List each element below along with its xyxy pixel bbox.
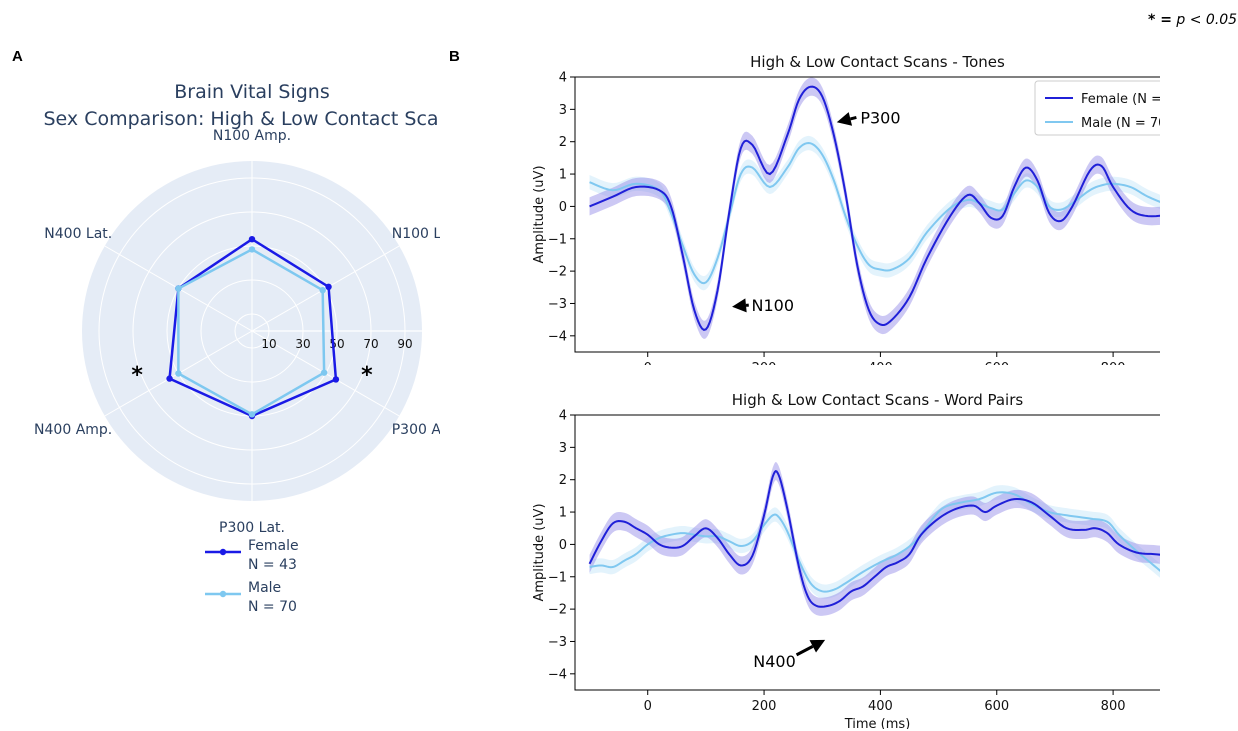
legend-label: Female (N = 43) <box>1081 92 1160 107</box>
radar-series-point <box>332 376 340 383</box>
panel-label-a: A <box>12 48 23 65</box>
y-tick-label: 2 <box>559 473 567 488</box>
confidence-band-female <box>589 77 1160 339</box>
annotation-arrow-shaft <box>795 645 814 657</box>
series-line-female <box>589 85 1160 331</box>
x-tick-label: 0 <box>644 361 652 365</box>
radar-axis-label: N100 Lat. <box>392 226 440 242</box>
annotation-label: P300 <box>860 108 900 127</box>
annotation-arrowhead <box>732 298 747 313</box>
radar-series-point <box>320 369 328 376</box>
series-line-male <box>589 491 1160 593</box>
legend-name: Female <box>248 538 299 554</box>
y-tick-label: −3 <box>548 297 567 312</box>
x-tick-label: 800 <box>1101 361 1126 365</box>
annotation-arrow-shaft <box>850 115 857 121</box>
y-tick-label: 4 <box>559 409 567 424</box>
y-tick-label: −4 <box>548 667 567 682</box>
radar-series-point <box>175 285 182 292</box>
y-tick-label: 3 <box>559 103 567 118</box>
x-tick-label: 600 <box>984 699 1009 714</box>
y-tick-label: 0 <box>559 538 567 553</box>
legend-n: N = 43 <box>248 557 297 573</box>
annotation-label: N400 <box>753 652 796 671</box>
radar-title-line2: Sex Comparison: High & Low Contact Scans <box>44 108 440 130</box>
significance-marker: * <box>131 363 143 388</box>
radar-series-point <box>166 375 173 382</box>
plot-frame <box>574 76 1160 353</box>
y-tick-label: 4 <box>559 71 567 86</box>
y-tick-label: −1 <box>548 570 567 585</box>
confidence-band-female <box>589 462 1160 616</box>
radar-title-line1: Brain Vital Signs <box>174 81 329 103</box>
radar-axis-label: P300 Amp. <box>392 422 440 438</box>
radar-series-point <box>175 370 182 377</box>
significance-note: * = p < 0.05 <box>1148 12 1237 28</box>
radar-tick-label: 90 <box>397 337 412 351</box>
tones-line-chart: High & Low Contact Scans - Tones −4 −3 −2 −1… <box>532 53 1160 365</box>
radar-tick-label: 70 <box>363 337 378 351</box>
y-tick-label: −2 <box>548 603 567 618</box>
y-tick-label: 1 <box>559 168 567 183</box>
x-tick-label: 600 <box>984 361 1009 365</box>
y-tick-label: −4 <box>548 329 567 344</box>
radar-series-point <box>248 411 256 418</box>
significance-marker: * <box>361 363 373 388</box>
annotation-arrowhead <box>836 112 853 126</box>
x-tick-label: 400 <box>868 361 893 365</box>
x-tick-label: 0 <box>644 699 652 714</box>
radar-axis-label: N100 Amp. <box>213 128 291 144</box>
y-tick-label: −3 <box>548 635 567 650</box>
chart-title: High & Low Contact Scans - Word Pairs <box>732 391 1024 409</box>
significance-text: p < 0.05 <box>1176 12 1238 28</box>
legend-marker <box>219 590 227 598</box>
radar-tick-label: 30 <box>295 337 310 351</box>
annotation-label: N100 <box>752 296 795 315</box>
annotation-arrowhead <box>809 639 826 653</box>
panel-label-b: B <box>449 48 460 65</box>
series-line-male <box>589 142 1160 285</box>
series-line-female <box>588 469 1160 608</box>
radar-axis-label: P300 Lat. <box>219 520 285 536</box>
y-tick-label: 2 <box>559 135 567 150</box>
y-tick-label: 0 <box>559 200 567 215</box>
y-axis-label: Amplitude (uV) <box>532 165 547 263</box>
y-tick-label: −2 <box>548 265 567 280</box>
radar-tick-label: 10 <box>261 337 276 351</box>
legend-marker <box>219 548 227 556</box>
word-pairs-line-chart: High & Low Contact Scans - Word Pairs −4 −… <box>532 391 1160 729</box>
chart-title: High & Low Contact Scans - Tones <box>750 53 1005 71</box>
y-tick-label: 3 <box>559 441 567 456</box>
x-tick-label: 200 <box>752 699 777 714</box>
plot-frame <box>574 414 1160 691</box>
confidence-band-male <box>589 485 1160 599</box>
radar-series-point <box>248 236 256 243</box>
x-tick-label: 800 <box>1101 699 1126 714</box>
radar-spoke <box>251 245 400 332</box>
legend-name: Male <box>248 580 281 596</box>
x-tick-label: 400 <box>868 699 893 714</box>
radar-axis-label: N400 Lat. <box>44 226 112 242</box>
y-axis-label: Amplitude (uV) <box>532 503 547 601</box>
radar-series-point <box>248 246 256 253</box>
x-tick-label: 200 <box>752 361 777 365</box>
legend-n: N = 70 <box>248 599 297 615</box>
y-tick-label: −1 <box>548 232 567 247</box>
x-axis-label: Time (ms) <box>844 717 911 729</box>
significance-star: * = <box>1148 12 1172 28</box>
legend-label: Male (N = 70) <box>1081 116 1160 131</box>
y-tick-label: 1 <box>559 506 567 521</box>
radar-chart: Brain Vital Signs Sex Comparison: High & … <box>34 81 440 615</box>
radar-axis-label: N400 Amp. <box>34 422 112 438</box>
radar-series-point <box>325 283 332 290</box>
radar-series-point <box>319 287 326 294</box>
